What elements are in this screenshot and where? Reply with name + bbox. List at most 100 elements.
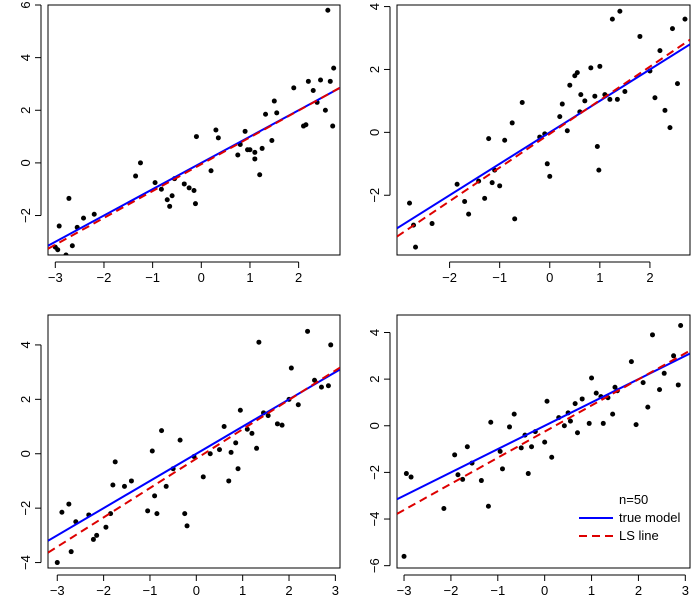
data-point (544, 398, 550, 404)
data-point (94, 532, 100, 538)
data-point (55, 247, 61, 253)
data-point (216, 447, 222, 453)
data-point (305, 78, 311, 84)
data-point (274, 110, 280, 116)
y-tick-label: 2 (18, 396, 33, 403)
data-point (328, 342, 334, 348)
y-tick-label: 4 (18, 54, 33, 61)
data-point (567, 418, 573, 424)
data-point (596, 167, 602, 173)
data-point (586, 420, 592, 426)
data-point (235, 466, 241, 472)
true-model-line (397, 352, 690, 501)
data-point (488, 419, 494, 425)
y-tick-label: −2 (18, 208, 33, 223)
x-tick-label: 0 (198, 270, 205, 285)
data-point (509, 120, 515, 126)
data-point (208, 168, 214, 174)
data-point (564, 128, 570, 134)
x-tick-label: −2 (442, 270, 457, 285)
ls-line (48, 86, 340, 250)
x-tick-label: −2 (97, 270, 112, 285)
x-tick-label: 0 (546, 270, 553, 285)
legend-label: LS line (619, 528, 659, 543)
data-point (331, 65, 337, 71)
data-point (452, 452, 458, 458)
data-point (657, 48, 663, 54)
data-point (519, 99, 525, 105)
data-point (542, 439, 548, 445)
data-point (305, 328, 311, 334)
data-point (610, 411, 616, 417)
x-tick-label: −3 (50, 583, 65, 598)
data-point (228, 449, 234, 455)
data-point (567, 82, 573, 88)
data-point (462, 199, 468, 205)
data-point (66, 501, 72, 507)
data-point (628, 359, 634, 365)
data-point (269, 138, 275, 144)
data-point (507, 424, 513, 430)
data-point (325, 383, 331, 389)
data-point (518, 445, 524, 451)
data-point (633, 422, 639, 428)
x-tick-label: −3 (397, 583, 412, 598)
data-point (645, 404, 651, 410)
data-point (265, 413, 271, 419)
x-tick-label: 2 (646, 270, 653, 285)
data-point (186, 185, 192, 191)
x-tick-label: 2 (285, 583, 292, 598)
data-point (164, 197, 170, 203)
x-tick-label: 1 (588, 583, 595, 598)
data-point (254, 445, 260, 451)
data-point (578, 92, 584, 98)
x-tick-label: 0 (193, 583, 200, 598)
data-point (249, 430, 255, 436)
data-point (145, 508, 151, 514)
data-point (667, 125, 673, 131)
data-point (259, 145, 265, 151)
y-tick-label: 4 (367, 329, 382, 336)
data-point (675, 382, 681, 388)
data-point (464, 444, 470, 450)
data-point (133, 173, 139, 179)
data-point (429, 221, 435, 227)
y-tick-label: 4 (18, 341, 33, 348)
data-point (403, 471, 409, 477)
data-point (158, 186, 164, 192)
y-tick-label: 2 (367, 376, 382, 383)
y-tick-label: −2 (367, 188, 382, 203)
data-point (682, 16, 688, 22)
data-point (181, 181, 187, 187)
data-point (466, 211, 472, 217)
data-point (661, 370, 667, 376)
data-point (589, 375, 595, 381)
true-model-line (48, 87, 340, 247)
data-point (574, 430, 580, 436)
data-point (54, 560, 60, 566)
data-point (600, 420, 606, 426)
plot-frame (396, 314, 691, 569)
x-tick-label: 0 (541, 583, 548, 598)
data-point (652, 95, 658, 101)
data-point (193, 134, 199, 140)
data-point (588, 65, 594, 71)
legend: n=50 true model LS line (579, 492, 681, 543)
y-tick-label: −4 (367, 512, 382, 527)
data-point (525, 471, 531, 477)
x-tick-label: −1 (145, 270, 160, 285)
data-point (247, 147, 253, 153)
data-point (592, 93, 598, 99)
x-tick-label: 1 (596, 270, 603, 285)
x-tick-label: −2 (96, 583, 111, 598)
data-point (252, 156, 258, 162)
data-point (318, 77, 324, 83)
data-point (544, 161, 550, 167)
x-tick-label: 2 (295, 270, 302, 285)
data-point (401, 553, 407, 559)
data-point (582, 98, 588, 104)
data-point (572, 401, 578, 407)
y-tick-label: −2 (367, 465, 382, 480)
plot-frame (47, 4, 341, 256)
